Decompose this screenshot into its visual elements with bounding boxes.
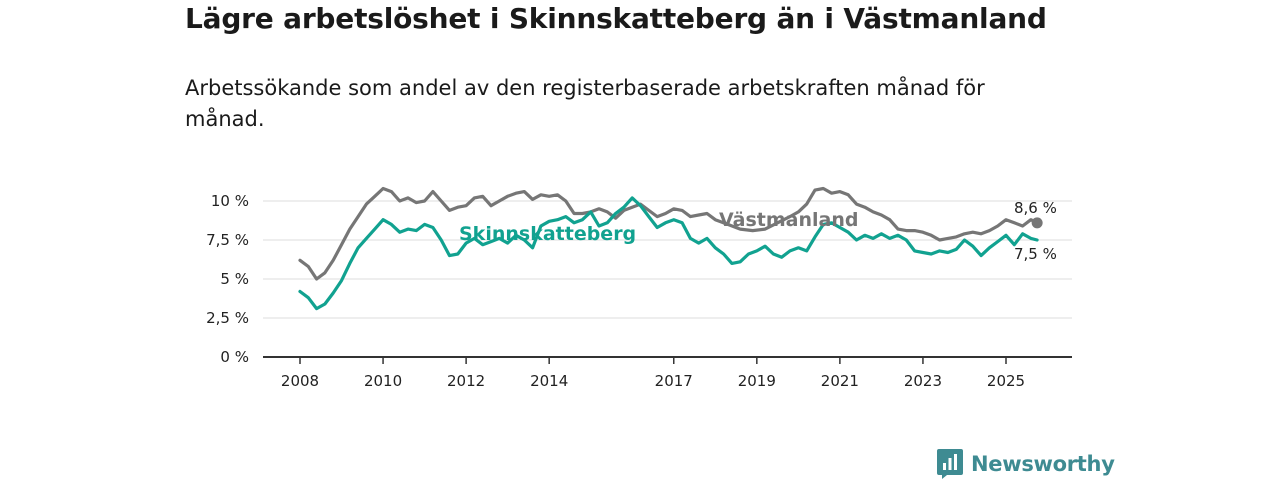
y-tick-label: 5 % <box>220 270 249 288</box>
newsworthy-logo-icon <box>937 449 963 479</box>
x-tick-label: 2008 <box>281 372 319 390</box>
y-tick-label: 7,5 % <box>206 231 249 249</box>
y-tick-label: 2,5 % <box>206 309 249 327</box>
brand-name: Newsworthy <box>971 452 1115 476</box>
series-line-skinnskatteberg <box>298 196 1039 311</box>
series-labels: Skinnskatteberg Västmanland 8,6 % 7,5 % <box>459 199 1057 263</box>
y-tick-label: 10 % <box>211 192 249 210</box>
y-axis-ticks: 0 % 2,5 % 5 % 7,5 % 10 % <box>206 192 249 366</box>
brand-logo[interactable]: Newsworthy <box>937 449 1115 479</box>
gridlines <box>263 200 1072 358</box>
series-lines <box>298 186 1043 311</box>
end-label-skinnskatteberg: 7,5 % <box>1014 245 1057 263</box>
end-label-vastmanland: 8,6 % <box>1014 199 1057 217</box>
series-line-vastmanland <box>298 186 1039 281</box>
y-tick-label: 0 % <box>220 348 249 366</box>
x-tick-label: 2017 <box>655 372 693 390</box>
x-axis-ticks: 2008 2010 2012 2014 2017 2019 2021 2023 2025 <box>281 357 1025 390</box>
chart-subtitle: Arbetssökande som andel av den registerb… <box>185 76 985 131</box>
x-tick-label: 2023 <box>904 372 942 390</box>
x-tick-label: 2012 <box>447 372 485 390</box>
x-tick-label: 2010 <box>364 372 402 390</box>
x-tick-label: 2025 <box>987 372 1025 390</box>
series-label-vastmanland: Västmanland <box>719 209 859 231</box>
series-label-skinnskatteberg: Skinnskatteberg <box>459 223 636 245</box>
chart-title: Lägre arbetslöshet i Skinnskatteberg än … <box>185 2 1047 35</box>
x-tick-label: 2014 <box>530 372 568 390</box>
x-tick-label: 2019 <box>738 372 776 390</box>
end-point-vastmanland <box>1031 217 1043 229</box>
x-tick-label: 2021 <box>821 372 859 390</box>
